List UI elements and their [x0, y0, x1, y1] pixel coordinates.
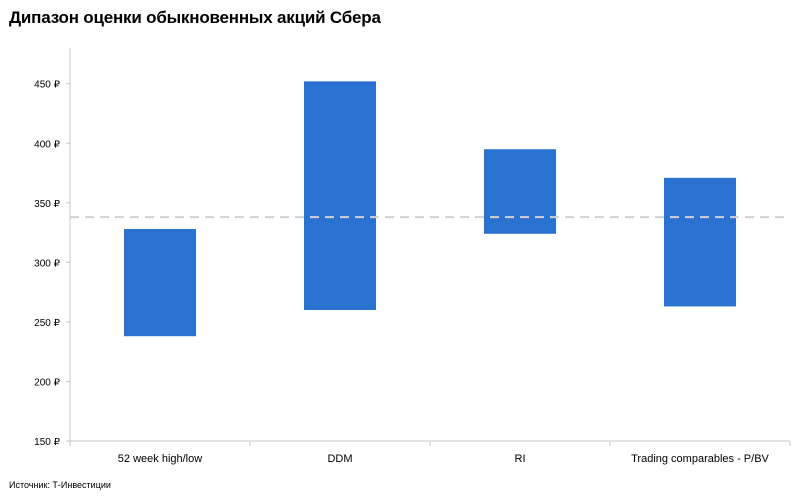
- range-bar: [664, 177, 736, 307]
- chart-title: Дипазон оценки обыкновенных акций Сбера: [9, 8, 381, 27]
- y-tick-label: 300 ₽: [34, 258, 60, 269]
- range-bar: [484, 149, 556, 234]
- y-tick-label: 450 ₽: [34, 80, 60, 91]
- y-axis: 150 ₽ 200 ₽ 250 ₽ 300 ₽ 350 ₽ 400 ₽ 450 ₽: [34, 48, 71, 448]
- source-note: Источник: Т-Инвестиции: [9, 480, 111, 490]
- y-tick-label: 400 ₽: [34, 139, 60, 150]
- x-tick-labels: 52 week high/low DDM RI Trading comparables…: [118, 453, 770, 465]
- y-tick-label: 250 ₽: [34, 318, 60, 329]
- y-tick-label: 150 ₽: [34, 437, 60, 448]
- range-bars: [124, 81, 736, 337]
- x-tick-label: 52 week high/low: [118, 453, 202, 465]
- range-bar: [124, 229, 196, 337]
- x-tick-label: DDM: [327, 453, 352, 465]
- x-tick-label: RI: [515, 453, 526, 465]
- x-axis: [69, 440, 791, 446]
- y-tick-label: 200 ₽: [34, 377, 60, 388]
- y-tick-label: 350 ₽: [34, 199, 60, 210]
- x-tick-label: Trading comparables - P/BV: [631, 453, 769, 465]
- range-bar: [304, 81, 376, 310]
